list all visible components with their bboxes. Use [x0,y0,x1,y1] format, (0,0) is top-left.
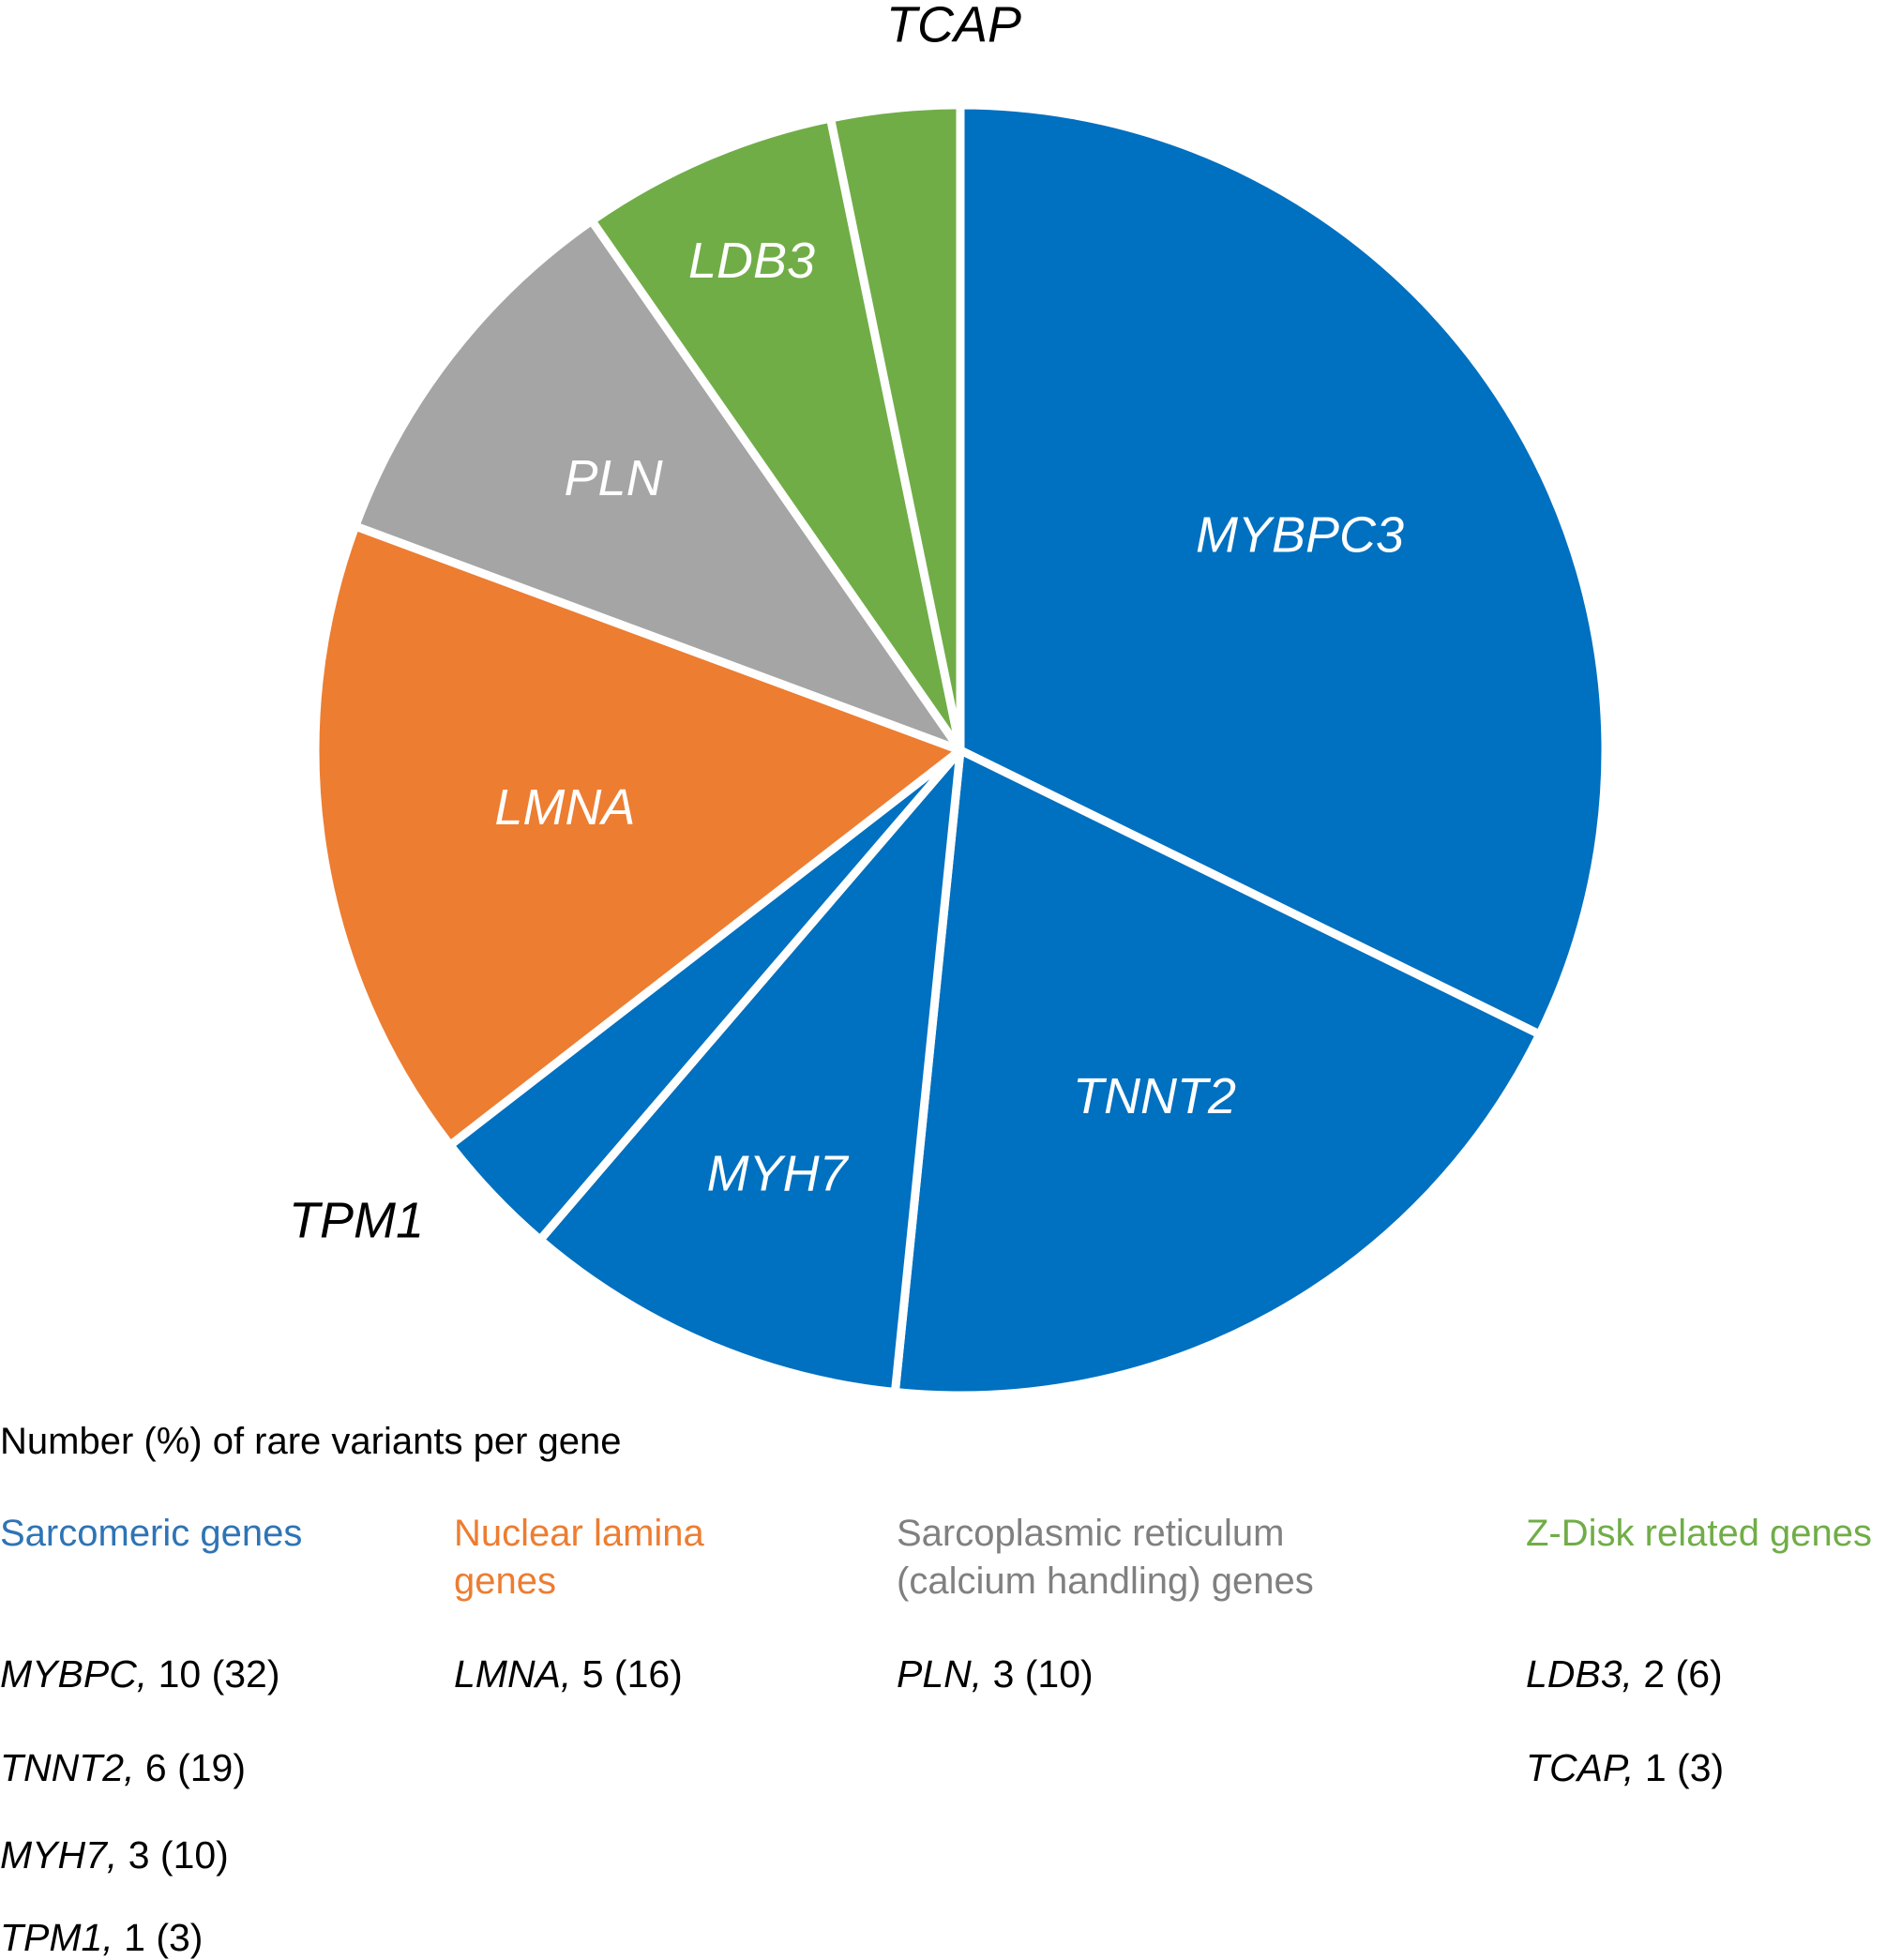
legend-entry-value: 10 (32) [158,1652,280,1696]
pie-label-tnnt2: TNNT2 [1073,1068,1236,1124]
legend-entry-tnnt2: TNNT2, 6 (19) [0,1746,246,1790]
legend-entry-gene: LDB3, [1526,1652,1633,1696]
legend-entry-gene: MYBPC, [0,1652,148,1696]
pie-slice-lmna [310,521,965,1150]
pie-label-mybpc3: MYBPC3 [1196,507,1404,564]
legend-entry-value: 1 (3) [1644,1746,1725,1789]
legend-entry-gene: PLN, [897,1652,983,1696]
group-heading-sarcoplasmic-line1: Sarcoplasmic reticulum [897,1513,1285,1554]
legend-entry-value: 1 (3) [124,1916,204,1959]
pie-label-lmna: LMNA [494,779,635,836]
pie-slice-myh7 [536,746,965,1396]
pie-slice-mybpc3 [956,100,1610,1039]
group-heading-nuclear-lamina: Nuclear lamina genes [454,1510,704,1606]
pie-label-pln: PLN [565,450,664,506]
pie-label-myh7: MYH7 [707,1145,850,1201]
legend-entry-gene: TCAP, [1526,1746,1635,1789]
legend-entry-gene: TPM1, [0,1916,113,1959]
legend-entry-value: 2 (6) [1643,1652,1723,1696]
legend-entry-gene: TNNT2, [0,1746,135,1789]
group-heading-z-disk: Z-Disk related genes [1526,1510,1872,1558]
pie-chart: MYBPC3 TNNT2 MYH7 TPM1 LMNA PLN LDB3 TCAP [288,0,1610,1400]
pie-slice-tnnt2 [890,746,1545,1400]
legend-entry-value: 6 (19) [144,1746,247,1789]
pie-slice-pln [351,216,965,755]
legend-entry-gene: LMNA, [454,1652,572,1696]
group-heading-z-disk-line1: Z-Disk related genes [1526,1513,1873,1554]
legend-entry-tcap: TCAP, 1 (3) [1526,1746,1724,1790]
pie-slice-ldb3 [587,113,965,755]
pie-label-tcap: TCAP [886,0,1021,53]
legend-entry-value: 5 (16) [581,1652,683,1696]
pie-label-tpm1: TPM1 [289,1192,424,1248]
legend-entry-ldb3: LDB3, 2 (6) [1526,1652,1723,1696]
group-heading-sarcomeric-line1: Sarcomeric genes [0,1513,303,1554]
legend-entry-lmna: LMNA, 5 (16) [454,1652,683,1696]
legend-entry-pln: PLN, 3 (10) [897,1652,1094,1696]
legend-entry-value: 3 (10) [128,1833,229,1877]
legend-entry-mybpc: MYBPC, 10 (32) [0,1652,280,1696]
group-heading-sarcoplasmic: Sarcoplasmic reticulum (calcium handling… [897,1510,1314,1606]
legend-entry-myh7: MYH7, 3 (10) [0,1833,229,1877]
group-heading-sarcoplasmic-line2: (calcium handling) genes [897,1560,1314,1602]
legend-entry-gene: MYH7, [0,1833,118,1877]
group-heading-sarcomeric: Sarcomeric genes [0,1510,302,1558]
pie-label-ldb3: LDB3 [688,233,815,289]
group-heading-nuclear-lamina-line2: genes [454,1560,556,1602]
legend-entry-value: 3 (10) [992,1652,1094,1696]
group-heading-nuclear-lamina-line1: Nuclear lamina [454,1513,704,1554]
pie-slice-tcap [826,100,965,755]
legend-entry-tpm1: TPM1, 1 (3) [0,1916,203,1960]
legend-title: Number (%) of rare variants per gene [0,1421,622,1462]
